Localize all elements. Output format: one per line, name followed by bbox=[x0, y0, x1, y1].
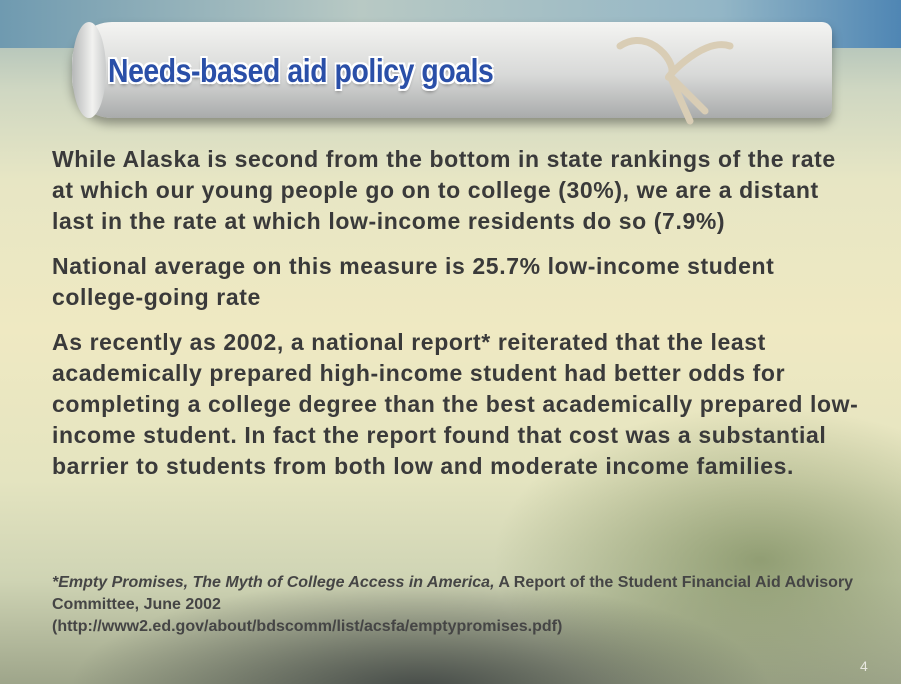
page-number: 4 bbox=[860, 658, 868, 674]
scroll-end bbox=[72, 22, 106, 118]
scroll-banner bbox=[72, 22, 832, 118]
footnote-url: (http://www2.ed.gov/about/bdscomm/list/a… bbox=[52, 618, 563, 635]
paragraph: As recently as 2002, a national report* … bbox=[52, 329, 859, 479]
ribbon bbox=[616, 37, 734, 125]
slide-title: Needs-based aid policy goals bbox=[108, 52, 494, 89]
footnote-citation: *Empty Promises, The Myth of College Acc… bbox=[52, 574, 495, 591]
footnote: *Empty Promises, The Myth of College Acc… bbox=[52, 572, 872, 638]
footnote-source: A Report of the Student Financial Aid Ad… bbox=[52, 574, 854, 613]
paragraph: National average on this measure is 25.7… bbox=[52, 253, 775, 310]
body: While Alaska is second from the bottom i… bbox=[52, 144, 860, 496]
paragraph: While Alaska is second from the bottom i… bbox=[52, 146, 836, 234]
